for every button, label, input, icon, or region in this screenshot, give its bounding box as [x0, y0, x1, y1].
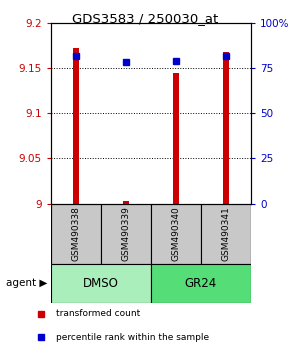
Bar [73, 48, 79, 204]
Text: GDS3583 / 250030_at: GDS3583 / 250030_at [72, 12, 218, 25]
Bar [151, 204, 201, 264]
Text: agent ▶: agent ▶ [6, 278, 47, 288]
Bar [223, 52, 229, 204]
Bar [123, 201, 129, 204]
Bar [173, 73, 179, 204]
Text: GSM490339: GSM490339 [121, 206, 130, 261]
Bar [51, 204, 101, 264]
Text: GSM490340: GSM490340 [171, 206, 180, 261]
Text: percentile rank within the sample: percentile rank within the sample [56, 333, 209, 342]
Text: transformed count: transformed count [56, 309, 140, 318]
Bar [151, 264, 251, 303]
Text: GSM490341: GSM490341 [221, 206, 230, 261]
Bar [201, 204, 251, 264]
Bar [101, 204, 151, 264]
Text: GSM490338: GSM490338 [71, 206, 80, 261]
Text: GR24: GR24 [185, 277, 217, 290]
Text: DMSO: DMSO [83, 277, 119, 290]
Bar [51, 264, 151, 303]
